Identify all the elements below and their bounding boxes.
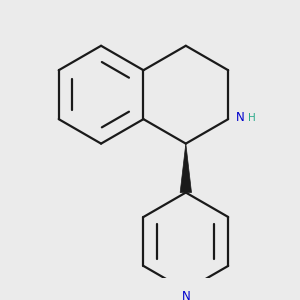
Text: N: N xyxy=(236,111,244,124)
Text: H: H xyxy=(248,112,256,123)
Polygon shape xyxy=(180,144,191,193)
Text: N: N xyxy=(182,290,190,300)
